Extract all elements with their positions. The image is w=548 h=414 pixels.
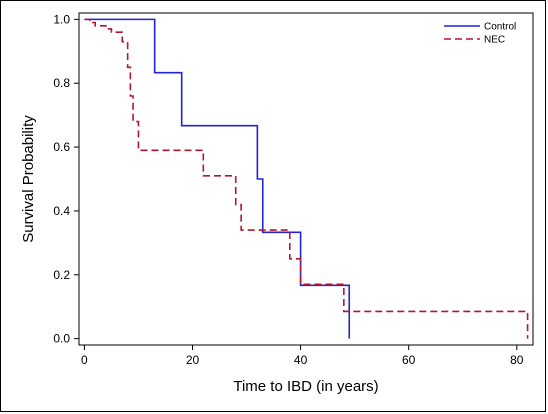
y-tick-label: 0.6: [53, 140, 70, 154]
x-tick-label: 0: [81, 353, 88, 367]
series-line-control: [84, 18, 351, 339]
y-tick-label: 0.0: [53, 332, 70, 346]
x-tick-label: 40: [294, 353, 308, 367]
y-tick-label: 0.8: [53, 76, 70, 90]
series-line-nec: [84, 18, 529, 339]
legend-label-nec: NEC: [484, 35, 505, 46]
series-layer: [84, 18, 529, 339]
legend-label-control: Control: [484, 22, 516, 33]
x-tick-label: 80: [510, 353, 524, 367]
x-axis-title: Time to IBD (in years): [233, 378, 378, 395]
y-axis-title: Survival Probability: [20, 115, 37, 243]
y-axis: 0.0 0.2 0.4 0.6 0.8 1.0: [53, 12, 79, 346]
plot-area: [78, 12, 534, 346]
x-tick-label: 60: [402, 353, 416, 367]
y-tick-label: 1.0: [53, 12, 70, 26]
legend: Control NEC: [444, 22, 516, 46]
y-tick-label: 0.4: [53, 204, 70, 218]
x-tick-label: 20: [186, 353, 200, 367]
y-tick-label: 0.2: [53, 268, 70, 282]
x-axis: 0 20 40 60 80: [81, 345, 524, 367]
